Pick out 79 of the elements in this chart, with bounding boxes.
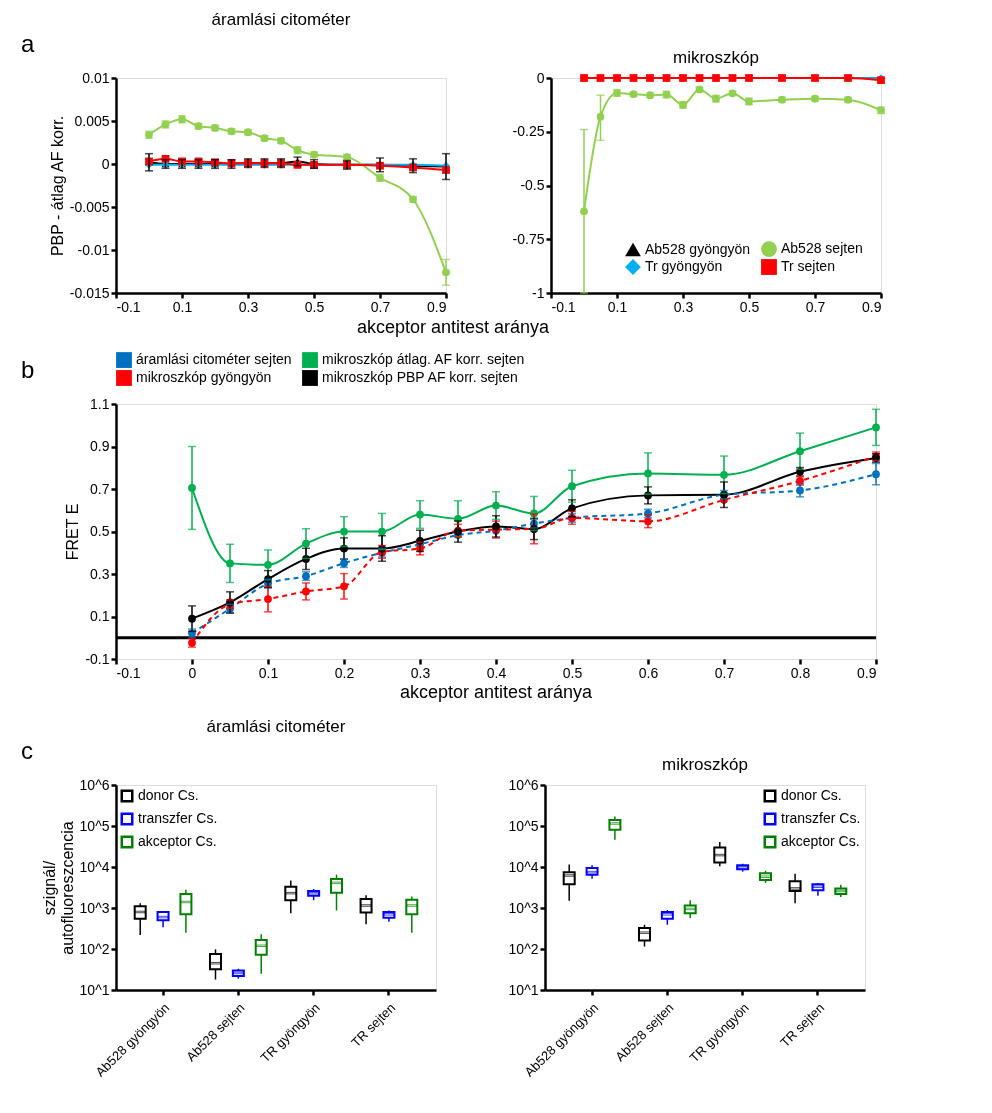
x-tick-label: 0.3	[238, 298, 259, 315]
legend-label: Ab528 gyöngyön	[645, 240, 751, 257]
x-tick-label: 0.9	[862, 298, 882, 315]
x-tick-label: 0.9	[857, 664, 877, 681]
x-tick-label: 0.1	[258, 664, 279, 681]
y-tick-label: 0.7	[90, 480, 110, 497]
y-tick-label: 0.1	[90, 608, 110, 624]
x-tick-label: 0.1	[172, 298, 193, 315]
y-tick-label: 10^2	[79, 940, 110, 957]
x-axis-title: akceptor antitest aránya	[356, 316, 551, 337]
legend-label: Ab528 sejten	[781, 240, 863, 257]
y-tick-label: 0.01	[82, 69, 110, 86]
legend-label: akceptor Cs.	[138, 833, 217, 849]
y-tick-label: 10^1	[79, 981, 110, 998]
y-tick-label: 10^5	[508, 817, 539, 834]
y-tick-label: -0.1	[85, 650, 110, 667]
y-tick-label: -0.75	[512, 230, 545, 247]
legend-label: mikroszkóp átlag. AF korr. sejten	[322, 351, 525, 368]
x-tick-label: -0.1	[116, 664, 141, 681]
y-tick-label: 0.005	[74, 112, 110, 129]
legend-label: donor Cs.	[781, 787, 842, 803]
y-tick-label: 10^3	[508, 899, 539, 916]
y-axis-title: PBP - átlag AF korr.	[48, 115, 66, 257]
y-tick-label: -0.5	[520, 177, 545, 193]
y-tick-label: 10^1	[508, 981, 539, 998]
x-tick-label: 0.8	[790, 664, 811, 681]
x-tick-label: -0.1	[116, 298, 141, 315]
x-tick-label: 0.7	[370, 298, 391, 315]
x-tick-label: 0.7	[714, 664, 735, 681]
y-tick-label: -0.005	[69, 198, 110, 215]
y-tick-label: -0.015	[69, 284, 110, 301]
y-tick-label: 10^6	[508, 776, 539, 793]
x-tick-label: 0.6	[638, 664, 659, 681]
x-tick-label: 0.4	[486, 664, 507, 681]
y-tick-label: -1	[532, 284, 545, 301]
legend-label: áramlási citométer sejten	[136, 351, 292, 368]
text: a	[21, 30, 35, 57]
y-tick-label: -0.25	[512, 123, 545, 140]
chart-title: mikroszkóp	[673, 48, 759, 67]
x-tick-label: 0.7	[805, 298, 826, 315]
y-tick-label: 0	[101, 155, 110, 172]
y-tick-label: 10^4	[508, 858, 539, 875]
x-axis-title: akceptor antitest aránya	[399, 682, 594, 702]
x-tick-label: 0.5	[562, 664, 583, 681]
text: c	[21, 737, 33, 764]
y-axis-title: FRET E	[64, 503, 82, 561]
text: b	[21, 356, 35, 383]
y-tick-label: 1.1	[90, 395, 110, 412]
y-tick-label: 10^3	[79, 899, 110, 916]
y-tick-label: 10^4	[79, 858, 110, 875]
x-tick-label: 0.3	[673, 298, 694, 315]
y-tick-label: 0.9	[90, 438, 110, 454]
y-tick-label: -0.01	[77, 241, 110, 258]
y-tick-label: 10^2	[508, 940, 539, 957]
x-tick-label: 0.5	[304, 298, 325, 315]
x-tick-label: 0	[188, 664, 197, 681]
chart-title: áramlási citométer	[206, 717, 346, 736]
y-tick-label: 10^6	[79, 776, 110, 793]
legend-label: Tr sejten	[781, 258, 835, 274]
x-tick-label: 0.2	[334, 664, 355, 681]
legend-label: Tr gyöngyön	[645, 258, 723, 274]
legend-label: donor Cs.	[138, 787, 199, 803]
chart-title: áramlási citométer	[211, 10, 351, 29]
x-tick-label: 0.9	[427, 298, 447, 315]
chart-title: mikroszkóp	[662, 755, 748, 774]
legend-label: transzfer Cs.	[781, 810, 861, 826]
x-tick-label: -0.1	[551, 298, 576, 315]
x-tick-label: 0.5	[739, 298, 760, 315]
legend-label: akceptor Cs.	[781, 833, 860, 849]
x-tick-label: 0.3	[410, 664, 431, 681]
legend-label: transzfer Cs.	[138, 810, 218, 826]
legend-label: mikroszkóp PBP AF korr. sejten	[322, 369, 518, 385]
y-tick-label: 0	[536, 69, 545, 86]
y-axis-title: szignál/ autofluoreszcencia	[40, 821, 76, 955]
y-tick-label: 0.3	[90, 565, 110, 582]
x-tick-label: 0.1	[607, 298, 628, 315]
legend-label: mikroszkóp gyöngyön	[136, 369, 272, 385]
y-tick-label: 0.5	[90, 523, 110, 539]
y-tick-label: 10^5	[79, 817, 110, 834]
